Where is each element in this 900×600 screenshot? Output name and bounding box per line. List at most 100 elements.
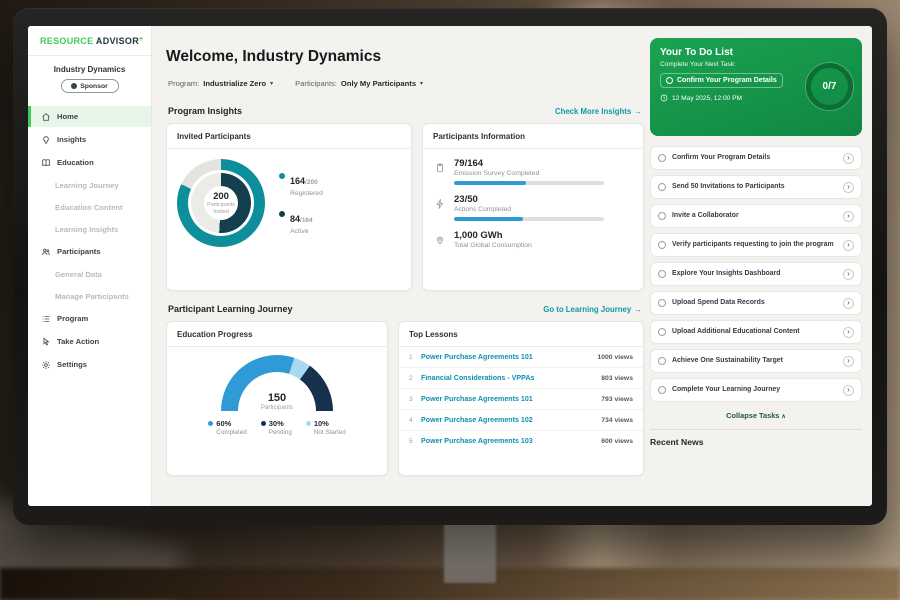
checkbox-circle-icon[interactable] (658, 154, 666, 162)
checkbox-circle-icon[interactable] (658, 183, 666, 191)
legend-total: /164 (300, 217, 313, 224)
lesson-link[interactable]: Financial Considerations - VPPAs (421, 374, 535, 382)
todo-next-task[interactable]: Confirm Your Program Details (660, 73, 783, 88)
home-icon (41, 112, 51, 122)
checkbox-circle-icon[interactable] (658, 212, 666, 220)
task-item[interactable]: Complete Your Learning Journey › (650, 378, 862, 402)
lesson-link[interactable]: Power Purchase Agreements 101 (421, 395, 533, 403)
lesson-rank: 2 (409, 374, 413, 382)
task-item[interactable]: Confirm Your Program Details › (650, 146, 862, 170)
lesson-row[interactable]: 3 Power Purchase Agreements 101 793 view… (399, 388, 643, 409)
todo-due: 12 May 2025, 12:00 PM (660, 94, 852, 102)
checkbox-circle-icon[interactable] (658, 386, 666, 394)
checkbox-circle-icon[interactable] (666, 77, 673, 84)
legend-value: 164 (290, 176, 306, 186)
checkbox-circle-icon[interactable] (658, 357, 666, 365)
sidebar-item-education-content[interactable]: Education Content (28, 197, 151, 217)
chevron-right-icon[interactable]: › (843, 297, 854, 309)
sidebar-item-education[interactable]: Education (28, 152, 151, 173)
legend-value: 84 (290, 214, 301, 224)
todo-progress-ring: 0/7 (806, 63, 853, 110)
checkbox-circle-icon[interactable] (658, 299, 666, 307)
chevron-right-icon[interactable]: › (843, 268, 854, 280)
lesson-link[interactable]: Power Purchase Agreements 103 (421, 437, 533, 445)
checkbox-circle-icon[interactable] (658, 270, 666, 278)
progress-bar (454, 217, 604, 221)
location-pin-icon (435, 230, 446, 250)
lesson-row[interactable]: 2 Financial Considerations - VPPAs 803 v… (399, 367, 643, 388)
sidebar-item-take-action[interactable]: Take Action (28, 331, 151, 352)
card-title: Invited Participants (177, 132, 251, 141)
checkbox-circle-icon[interactable] (658, 241, 666, 249)
learning-journey-cards: Education Progress 150 Participants (166, 321, 644, 476)
collapse-label: Collapse Tasks (726, 411, 780, 420)
logo-secondary: ADVISOR (95, 36, 139, 46)
sidebar-item-learning-insights[interactable]: Learning Insights (28, 219, 151, 239)
lesson-row[interactable]: 5 Power Purchase Agreements 103 600 view… (399, 430, 643, 451)
legend-dot (279, 211, 285, 217)
task-item[interactable]: Send 50 Invitations to Participants › (650, 175, 862, 199)
collapse-tasks-link[interactable]: Collapse Tasks ∧ (650, 411, 862, 420)
task-item[interactable]: Upload Additional Educational Content › (650, 320, 862, 344)
chevron-right-icon[interactable]: › (843, 355, 854, 367)
chevron-right-icon[interactable]: › (843, 210, 854, 222)
link-label: Go to Learning Journey (543, 304, 632, 314)
task-item[interactable]: Explore Your Insights Dashboard › (650, 262, 862, 286)
clipboard-icon (435, 158, 446, 185)
sidebar-item-home[interactable]: Home (28, 106, 151, 127)
sponsor-icon (71, 83, 78, 89)
lesson-views: 1000 views (597, 353, 633, 361)
chevron-down-icon: ▾ (420, 81, 424, 87)
divider (399, 346, 643, 347)
chevron-right-icon[interactable]: › (843, 181, 854, 193)
legend-total: /200 (305, 179, 318, 186)
task-label: Achieve One Sustainability Target (672, 356, 783, 364)
legend-item-completed: 60% Completed (208, 419, 247, 436)
legend-value: 10% (313, 419, 329, 428)
education-progress-card: Education Progress 150 Participants (166, 321, 388, 476)
checkbox-circle-icon[interactable] (658, 328, 666, 336)
book-icon (41, 158, 51, 168)
sidebar-item-label: Take Action (57, 337, 100, 346)
sidebar-item-settings[interactable]: Settings (28, 354, 151, 375)
sidebar-item-participants[interactable]: Participants (28, 241, 151, 262)
task-item[interactable]: Upload Spend Data Records › (650, 291, 862, 315)
task-item[interactable]: Verify participants requesting to join t… (650, 233, 862, 257)
legend-label: Active (290, 228, 309, 235)
sidebar-item-program[interactable]: Program (28, 308, 151, 329)
card-title: Participants Information (433, 132, 526, 141)
chevron-down-icon: ▾ (270, 81, 274, 87)
chevron-right-icon[interactable]: › (843, 239, 854, 251)
chevron-right-icon[interactable]: › (843, 326, 854, 338)
program-filter-label: Program: (168, 79, 200, 88)
legend-dot (208, 421, 214, 426)
sidebar-item-learning-journey[interactable]: Learning Journey (28, 175, 151, 195)
lesson-row[interactable]: 1 Power Purchase Agreements 101 1000 vie… (399, 347, 643, 367)
todo-progress-value: 0/7 (822, 81, 837, 92)
list-icon (41, 314, 51, 324)
task-label: Invite a Collaborator (672, 211, 739, 219)
lesson-link[interactable]: Power Purchase Agreements 102 (421, 416, 533, 424)
lesson-row[interactable]: 4 Power Purchase Agreements 102 734 view… (399, 409, 643, 430)
learning-journey-header: Participant Learning Journey Go to Learn… (168, 304, 642, 314)
section-title: Program Insights (168, 106, 243, 116)
go-to-learning-journey-link[interactable]: Go to Learning Journey → (543, 305, 642, 314)
card-title: Education Progress (177, 330, 253, 339)
chevron-right-icon[interactable]: › (843, 152, 854, 164)
sidebar-item-manage-participants[interactable]: Manage Participants (28, 286, 151, 306)
program-filter-dropdown[interactable]: Program: Industrialize Zero ▾ (168, 79, 273, 88)
task-item[interactable]: Invite a Collaborator › (650, 204, 862, 228)
task-label: Upload Additional Educational Content (672, 327, 800, 335)
sidebar-item-insights[interactable]: Insights (28, 129, 151, 150)
sidebar-item-label: Settings (57, 360, 87, 369)
participants-filter-dropdown[interactable]: Participants: Only My Participants ▾ (295, 79, 423, 88)
check-more-insights-link[interactable]: Check More Insights → (555, 107, 642, 116)
lesson-link[interactable]: Power Purchase Agreements 101 (421, 353, 533, 361)
sidebar-item-general-data[interactable]: General Data (28, 264, 151, 284)
progress-bar-fill (454, 181, 526, 185)
stat-emission-survey: 79/164 Emission Survey Completed (423, 149, 643, 185)
legend-item-pending: 30% Pending (260, 419, 292, 436)
task-item[interactable]: Achieve One Sustainability Target › (650, 349, 862, 373)
chevron-right-icon[interactable]: › (843, 384, 854, 396)
